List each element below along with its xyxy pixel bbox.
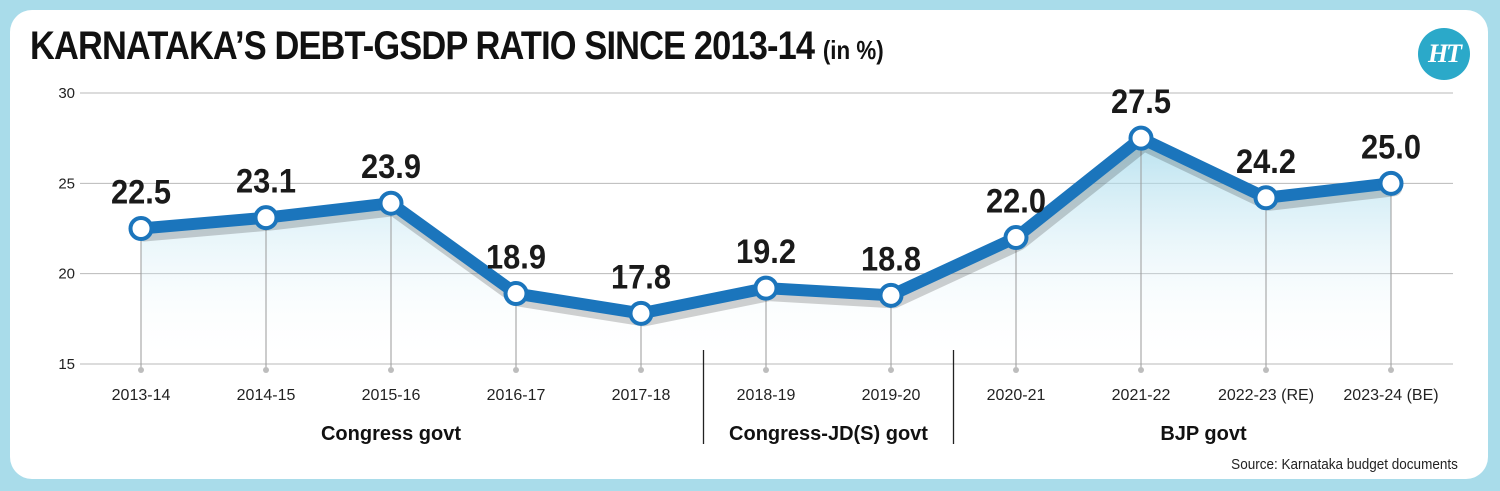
data-label: 27.5 [1111,83,1171,121]
data-point [628,300,654,326]
data-label: 22.0 [986,183,1046,221]
government-group-label: Congress govt [321,423,461,445]
data-label: 18.8 [861,240,921,278]
government-group-label: Congress-JD(S) govt [729,423,928,445]
x-tick-label: 2018-19 [737,387,796,404]
data-point [878,282,904,308]
y-tick-label: 15 [58,356,75,373]
x-tick-marker [388,367,394,373]
data-label: 23.1 [236,163,296,201]
data-label: 18.9 [486,239,546,277]
data-label: 24.2 [1236,143,1296,181]
x-tick-label: 2021-22 [1112,387,1171,404]
x-tick-marker [1263,367,1269,373]
x-tick-label: 2015-16 [362,387,421,404]
x-tick-label: 2013-14 [112,387,171,404]
data-label: 25.0 [1361,128,1421,166]
x-tick-label: 2020-21 [987,387,1046,404]
y-tick-label: 25 [58,175,75,192]
data-point [128,216,154,241]
x-tick-marker [888,367,894,373]
x-tick-marker [1138,367,1144,373]
x-tick-marker [263,367,269,373]
x-tick-marker [138,367,144,373]
chart-title: KARNATAKA’S DEBT-GSDP RATIO SINCE 2013-1… [30,24,884,69]
x-tick-marker [1013,367,1019,373]
government-group-label: BJP govt [1160,423,1247,445]
data-label: 17.8 [611,258,671,296]
y-tick-label: 20 [58,266,75,283]
x-tick-label: 2016-17 [487,387,546,404]
data-point [1378,170,1404,196]
x-tick-label: 2022-23 (RE) [1218,387,1314,404]
data-point [378,190,404,216]
data-label: 23.9 [361,148,421,186]
source-note: Source: Karnataka budget documents [1231,456,1458,473]
data-point [1128,125,1154,151]
chart-title-text: KARNATAKA’S DEBT-GSDP RATIO SINCE 2013-1… [30,24,815,68]
data-label: 19.2 [736,233,796,271]
data-label: 22.5 [111,174,171,212]
x-tick-marker [1388,367,1394,373]
data-point [753,275,779,301]
x-tick-marker [638,367,644,373]
x-tick-label: 2023-24 (BE) [1343,387,1438,404]
x-tick-marker [513,367,519,373]
x-tick-label: 2014-15 [237,387,296,404]
x-tick-marker [763,367,769,373]
chart-title-unit: (in %) [822,35,884,65]
data-point [1253,185,1279,211]
data-point [253,205,279,231]
x-tick-label: 2017-18 [612,387,671,404]
data-point [1003,225,1029,251]
ht-logo: HT [1418,28,1470,80]
data-point [503,281,529,307]
y-tick-label: 30 [58,85,75,102]
x-tick-label: 2019-20 [862,387,921,404]
